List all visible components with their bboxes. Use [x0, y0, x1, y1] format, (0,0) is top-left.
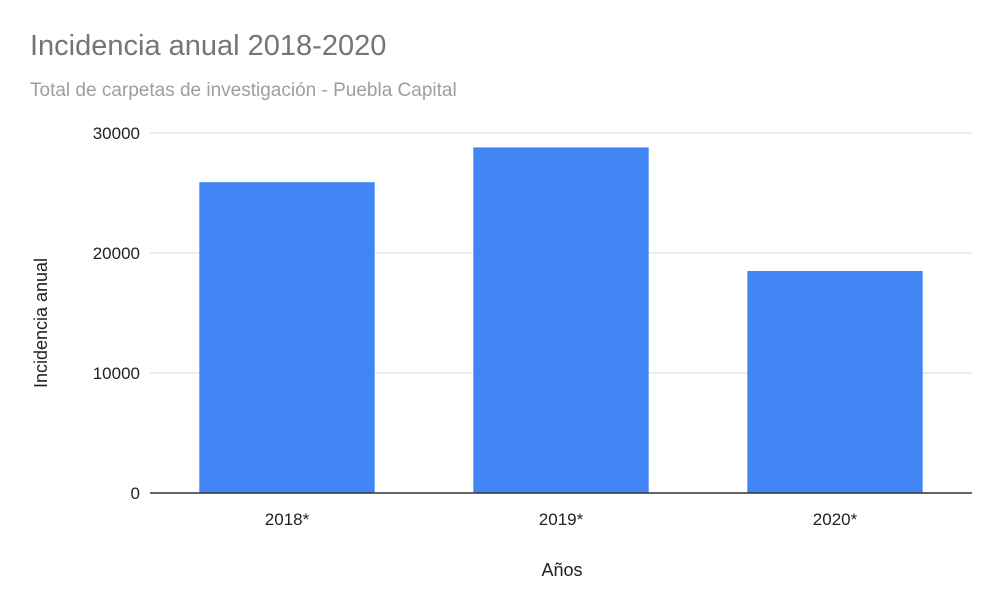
y-tick-label: 0	[131, 484, 140, 503]
bars	[199, 147, 923, 493]
x-axis-title: Años	[541, 560, 582, 580]
chart-title: Incidencia anual 2018-2020	[30, 30, 386, 62]
x-tick-label: 2020*	[813, 510, 858, 529]
y-axis-title: Incidencia anual	[31, 258, 51, 388]
x-tick-label: 2019*	[539, 510, 584, 529]
bar-2020	[747, 271, 923, 493]
y-tick-label: 30000	[93, 124, 140, 143]
y-tick-label: 10000	[93, 364, 140, 383]
y-tick-label: 20000	[93, 244, 140, 263]
y-axis-ticks: 0 10000 20000 30000	[93, 124, 140, 503]
chart-subtitle: Total de carpetas de investigación - Pue…	[30, 80, 457, 101]
bar-2018	[199, 182, 375, 493]
x-tick-label: 2018*	[265, 510, 310, 529]
x-axis-ticks: 2018* 2019* 2020*	[265, 510, 858, 529]
bar-2019	[473, 147, 649, 493]
